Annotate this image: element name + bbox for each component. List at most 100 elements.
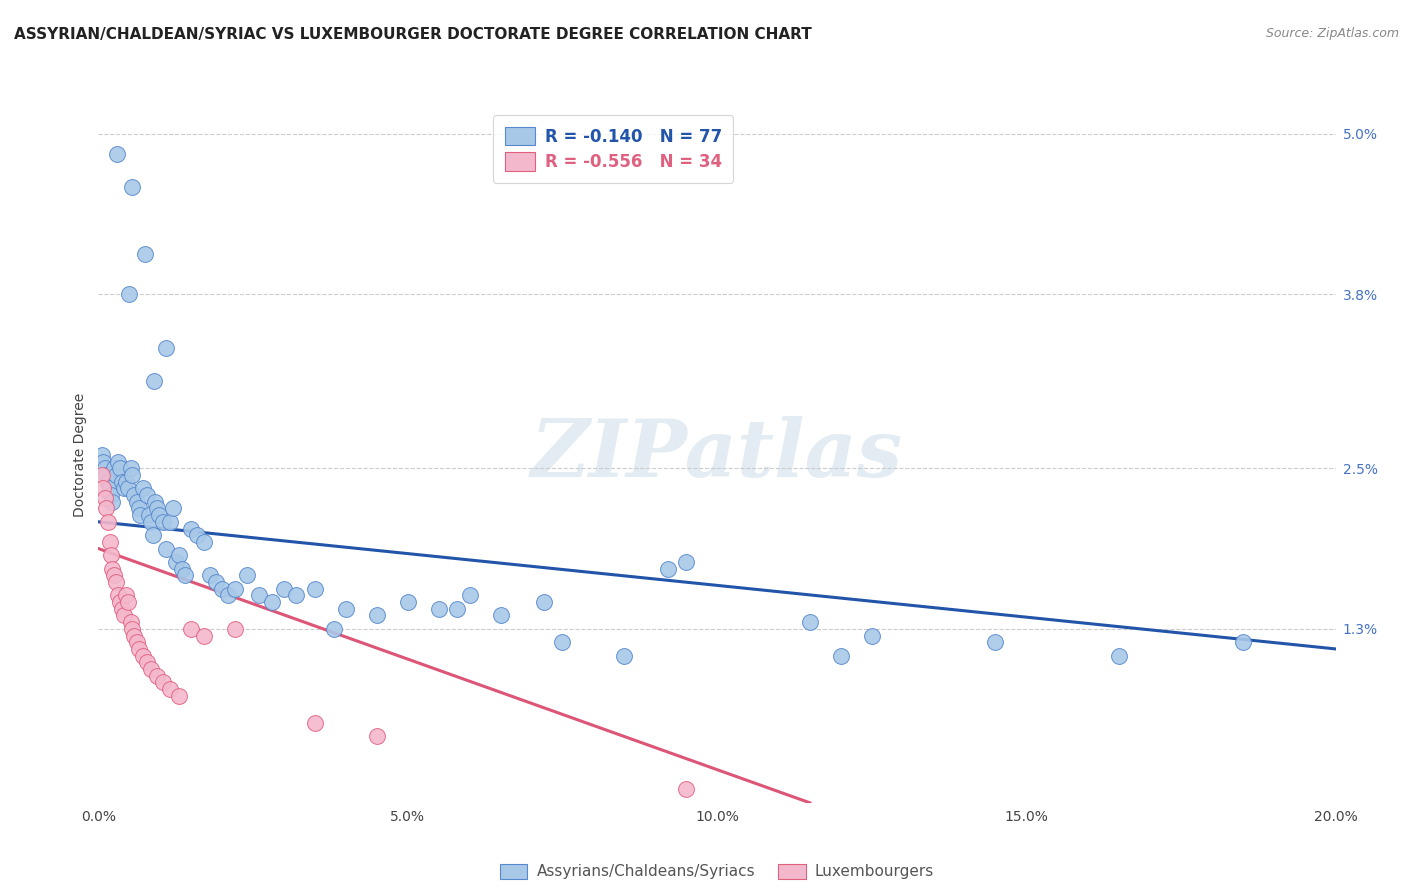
Point	[120, 461, 142, 475]
Point	[125, 635, 148, 649]
Point	[224, 622, 246, 636]
Point	[100, 488, 122, 502]
Point	[135, 488, 157, 502]
Point	[112, 608, 135, 623]
Point	[198, 568, 221, 582]
Point	[90, 448, 112, 462]
Point	[129, 508, 152, 523]
Point	[273, 582, 295, 596]
Point	[162, 501, 184, 516]
Point	[107, 455, 129, 469]
Point	[799, 615, 821, 630]
Point	[93, 461, 115, 475]
Point	[135, 655, 157, 669]
Point	[111, 602, 134, 616]
Point	[860, 628, 883, 642]
Point	[138, 508, 160, 523]
Point	[94, 467, 117, 482]
Point	[121, 622, 143, 636]
Y-axis label: Doctorate Degree: Doctorate Degree	[73, 392, 87, 517]
Point	[100, 548, 122, 563]
Point	[366, 608, 388, 623]
Point	[984, 635, 1007, 649]
Point	[186, 528, 208, 542]
Point	[117, 595, 139, 609]
Text: ZIPatlas: ZIPatlas	[531, 417, 903, 493]
Point	[285, 589, 308, 603]
Point	[115, 475, 138, 489]
Point	[247, 589, 270, 603]
Point	[159, 681, 181, 696]
Point	[117, 482, 139, 496]
Point	[146, 669, 169, 683]
Point	[260, 595, 283, 609]
Point	[132, 482, 155, 496]
Point	[108, 595, 131, 609]
Point	[675, 782, 697, 797]
Point	[101, 562, 124, 576]
Point	[105, 147, 128, 161]
Point	[613, 648, 636, 663]
Point	[165, 555, 187, 569]
Point	[335, 602, 357, 616]
Point	[98, 535, 121, 549]
Point	[236, 568, 259, 582]
Point	[193, 535, 215, 549]
Point	[533, 595, 555, 609]
Point	[104, 467, 127, 482]
Point	[93, 482, 115, 496]
Point	[657, 562, 679, 576]
Point	[155, 541, 177, 556]
Point	[1108, 648, 1130, 663]
Point	[446, 602, 468, 616]
Point	[304, 582, 326, 596]
Point	[205, 575, 228, 590]
Point	[830, 648, 852, 663]
Point	[93, 455, 115, 469]
Point	[152, 675, 174, 690]
Point	[128, 642, 150, 657]
Point	[115, 589, 138, 603]
Point	[90, 467, 112, 482]
Point	[167, 689, 190, 703]
Point	[366, 729, 388, 743]
Point	[128, 501, 150, 516]
Point	[107, 589, 129, 603]
Point	[458, 589, 481, 603]
Point	[155, 341, 177, 355]
Point	[124, 488, 146, 502]
Point	[170, 562, 193, 576]
Legend: Assyrians/Chaldeans/Syriacs, Luxembourgers: Assyrians/Chaldeans/Syriacs, Luxembourge…	[494, 858, 941, 886]
Point	[174, 568, 197, 582]
Point	[93, 491, 115, 505]
Point	[139, 662, 162, 676]
Point	[97, 475, 120, 489]
Text: ASSYRIAN/CHALDEAN/SYRIAC VS LUXEMBOURGER DOCTORATE DEGREE CORRELATION CHART: ASSYRIAN/CHALDEAN/SYRIAC VS LUXEMBOURGER…	[14, 27, 811, 42]
Point	[98, 482, 121, 496]
Point	[118, 287, 141, 301]
Point	[103, 461, 125, 475]
Point	[146, 501, 169, 516]
Point	[148, 508, 170, 523]
Point	[134, 247, 156, 261]
Point	[103, 568, 125, 582]
Point	[143, 494, 166, 508]
Point	[167, 548, 190, 563]
Point	[108, 461, 131, 475]
Point	[125, 494, 148, 508]
Point	[193, 628, 215, 642]
Point	[159, 515, 181, 529]
Point	[322, 622, 344, 636]
Point	[1232, 635, 1254, 649]
Text: Source: ZipAtlas.com: Source: ZipAtlas.com	[1265, 27, 1399, 40]
Point	[121, 467, 143, 482]
Point	[94, 501, 117, 516]
Point	[142, 528, 165, 542]
Point	[180, 521, 202, 535]
Point	[427, 602, 450, 616]
Point	[180, 622, 202, 636]
Point	[304, 715, 326, 730]
Point	[675, 555, 697, 569]
Point	[97, 515, 120, 529]
Point	[104, 575, 127, 590]
